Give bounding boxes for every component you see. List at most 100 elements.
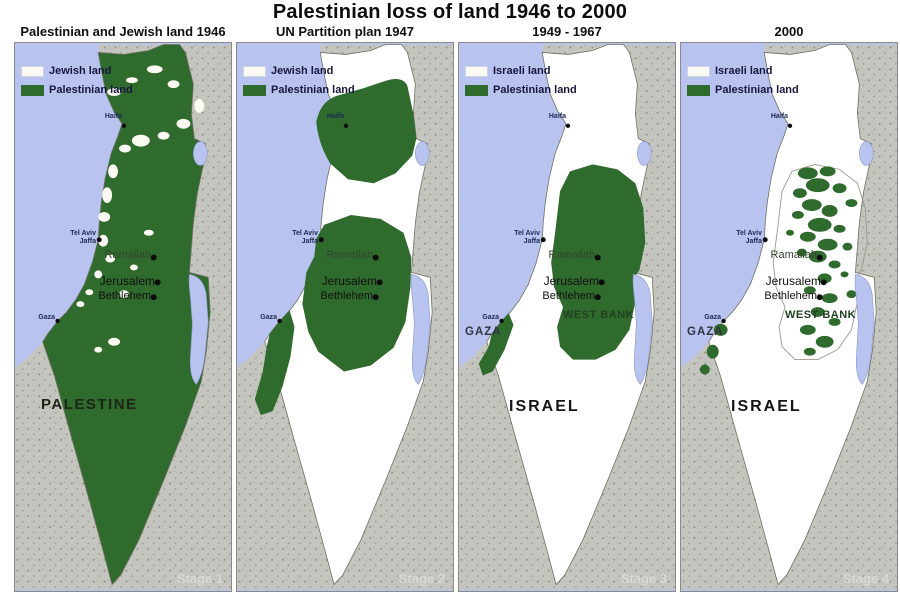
region-label-gaza: GAZA xyxy=(465,326,502,338)
city-label-ramallah: Ramallah xyxy=(770,249,817,261)
city-label-tel-aviv: Tel Aviv xyxy=(514,230,540,237)
legend-label: Jewish land xyxy=(49,65,112,77)
legend: Jewish land Palestinian land xyxy=(243,65,355,103)
palestinian-enclave xyxy=(817,238,838,251)
city-dot-gaza xyxy=(499,318,504,324)
city-dot-ramallah xyxy=(594,254,601,261)
city-label-ramallah: Ramallah xyxy=(326,249,373,261)
panel-title: 1949 - 1967 xyxy=(532,24,602,39)
city-label-haifa: Haifa xyxy=(326,113,344,120)
city-label-jerusalem: Jerusalem xyxy=(99,274,155,288)
gaza-enclave xyxy=(706,344,719,359)
palestinian-enclave xyxy=(797,167,818,180)
palestinian-enclave xyxy=(799,231,816,242)
city-label-bethlehem: Bethlehem xyxy=(542,290,595,302)
palestinian-enclave xyxy=(833,224,846,233)
legend-row: Palestinian land xyxy=(465,84,577,96)
city-label-tel-aviv-jaffa: Tel Aviv Jaffa xyxy=(736,230,762,245)
city-label-bethlehem: Bethlehem xyxy=(98,290,151,302)
city-dot-tel-aviv xyxy=(96,237,102,243)
palestinian-enclave xyxy=(791,210,804,219)
legend-label: Palestinian land xyxy=(715,84,799,96)
legend-row: Palestinian land xyxy=(687,84,799,96)
city-label-jerusalem: Jerusalem xyxy=(321,274,377,288)
legend-label: Israeli land xyxy=(715,65,773,77)
gaza-enclave xyxy=(713,323,728,336)
palestinian-enclave xyxy=(819,166,836,177)
legend: Jewish land Palestinian land xyxy=(21,65,133,103)
region-label-west-bank: WEST BANK xyxy=(785,309,857,321)
stage-label: Stage 3 xyxy=(620,571,667,586)
stage-label: Stage 2 xyxy=(398,571,445,586)
city-label-ramallah: Ramallah xyxy=(104,249,151,261)
jewish-land-patch xyxy=(76,301,85,308)
region-label-israel: ISRAEL xyxy=(731,398,802,415)
legend: Israeli land Palestinian land xyxy=(687,65,799,103)
palestinian-enclave xyxy=(840,271,849,278)
jewish-land-patch xyxy=(194,99,205,113)
city-dot-haifa xyxy=(121,123,127,128)
city-dot-bethlehem xyxy=(372,294,379,301)
city-label-jerusalem: Jerusalem xyxy=(543,274,599,288)
dead-sea xyxy=(188,274,209,385)
legend-swatch-jewish xyxy=(243,65,266,77)
jewish-land-patch xyxy=(98,211,111,222)
palestinian-enclave xyxy=(805,178,830,193)
city-label-gaza: Gaza xyxy=(482,314,499,321)
mediterranean-sea xyxy=(459,44,567,368)
west-bank-area xyxy=(551,164,646,360)
jewish-land-patch xyxy=(108,164,119,179)
palestinian-enclave xyxy=(807,217,832,232)
city-dot-gaza xyxy=(721,318,726,324)
stage-label: Stage 4 xyxy=(842,571,889,586)
legend-label: Jewish land xyxy=(271,65,334,77)
palestinian-enclave xyxy=(845,199,858,208)
map-canvas-2000 xyxy=(681,44,897,590)
legend-swatch-israeli xyxy=(687,65,710,77)
city-dot-haifa xyxy=(343,123,349,128)
jewish-land-patch xyxy=(107,88,122,97)
city-dot-tel-aviv xyxy=(540,237,546,243)
legend-row: Palestinian land xyxy=(243,84,355,96)
palestinian-area-central xyxy=(302,214,412,372)
city-dot-bethlehem xyxy=(816,294,823,301)
map-panel-2000: 2000 Israeli land Palestinian land Haifa… xyxy=(680,0,898,599)
city-label-bethlehem: Bethlehem xyxy=(320,290,373,302)
city-label-tel-aviv: Tel Aviv xyxy=(292,230,318,237)
west-bank-outline xyxy=(772,163,868,361)
map-panel-1946: Palestinian and Jewish land 1946 Jewish … xyxy=(14,0,232,599)
city-dot-gaza xyxy=(55,318,60,324)
palestinian-enclave xyxy=(799,324,816,335)
city-label-haifa: Haifa xyxy=(548,113,566,120)
region-label-gaza: GAZA xyxy=(687,326,724,338)
gaza-strip-area xyxy=(478,313,514,376)
palestinian-enclave xyxy=(803,286,816,295)
city-label-tel-aviv-jaffa: Tel Aviv Jaffa xyxy=(292,230,318,245)
legend-row: Israeli land xyxy=(465,65,577,77)
palestinian-enclave xyxy=(815,335,834,348)
palestinian-enclave xyxy=(828,317,841,326)
palestinian-enclave xyxy=(828,260,841,269)
map-panel-1947: UN Partition plan 1947 Jewish land Pales… xyxy=(236,0,454,599)
region-label-israel: ISRAEL xyxy=(509,398,580,415)
jewish-land-patch xyxy=(105,254,116,263)
city-dot-haifa xyxy=(787,123,793,128)
dead-sea xyxy=(410,274,431,385)
sea-of-galilee xyxy=(637,141,652,166)
legend-row: Jewish land xyxy=(21,65,133,77)
legend-swatch-palestinian xyxy=(21,84,44,96)
legend: Israeli land Palestinian land xyxy=(465,65,577,103)
sea-of-galilee xyxy=(193,141,208,166)
legend-label: Palestinian land xyxy=(493,84,577,96)
jewish-land-patch xyxy=(157,131,170,140)
mediterranean-sea xyxy=(15,44,123,368)
city-dot-jerusalem xyxy=(154,279,161,286)
legend-swatch-israeli xyxy=(465,65,488,77)
city-dot-gaza xyxy=(277,318,282,324)
map-canvas-1949-1967 xyxy=(459,44,675,590)
mandate-palestine-shape xyxy=(708,44,877,586)
stage-label: Stage 1 xyxy=(176,571,223,586)
palestinian-area-north xyxy=(316,79,417,184)
panel-title: Palestinian and Jewish land 1946 xyxy=(20,24,226,39)
